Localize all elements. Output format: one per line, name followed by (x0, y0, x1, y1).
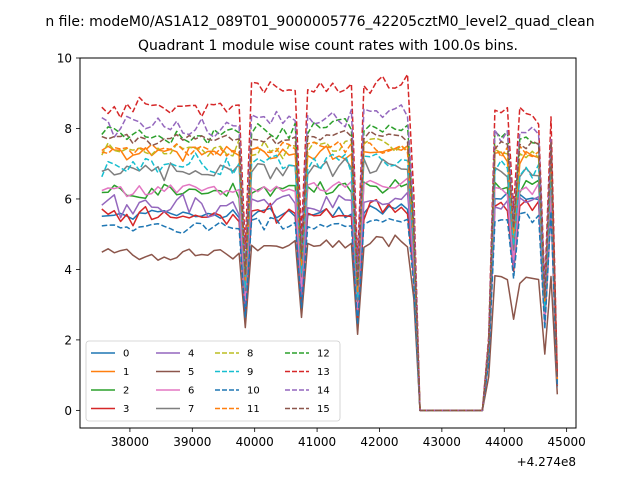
legend-label-5: 5 (188, 367, 194, 378)
y-axis: 0 2 4 6 8 10 (57, 52, 80, 418)
axes-frame (79, 57, 577, 429)
legend-label-1: 1 (123, 367, 129, 378)
legend-label-2: 2 (123, 386, 129, 397)
legend-label-11: 11 (247, 404, 260, 415)
series-15-line (101, 129, 559, 412)
y-tick-label: 4 (64, 263, 72, 277)
legend-label-7: 7 (188, 404, 194, 415)
x-tick-label: 41000 (298, 435, 336, 449)
y-tick-label: 10 (57, 52, 72, 66)
series-9-line (101, 152, 559, 412)
legend-label-10: 10 (247, 386, 260, 397)
legend-label-9: 9 (247, 367, 253, 378)
legend-label-15: 15 (317, 404, 330, 415)
legend-label-8: 8 (247, 349, 253, 360)
legend-label-0: 0 (123, 349, 129, 360)
x-tick-label: 42000 (360, 435, 398, 449)
y-tick-label: 6 (64, 192, 72, 206)
x-tick-label: 38000 (111, 435, 149, 449)
x-tick-label: 40000 (236, 435, 274, 449)
x-tick-label: 39000 (173, 435, 211, 449)
suptitle: n file: modeM0/AS1A12_089T01_9000005776_… (45, 14, 594, 30)
x-axis: 38000 39000 40000 41000 42000 43000 44000 45000 (111, 428, 586, 449)
y-tick-label: 8 (64, 122, 72, 136)
y-tick-label: 2 (64, 333, 72, 347)
legend-label-13: 13 (317, 367, 330, 378)
legend-label-3: 3 (123, 404, 129, 415)
legend-label-14: 14 (317, 386, 330, 397)
legend-label-6: 6 (188, 386, 194, 397)
x-tick-label: 45000 (548, 435, 586, 449)
series-14-line (101, 104, 559, 412)
plot-area (101, 73, 559, 412)
x-tick-label: 43000 (423, 435, 461, 449)
legend-label-4: 4 (188, 349, 194, 360)
x-offset-label: +4.274e8 (517, 455, 576, 469)
x-tick-label: 44000 (485, 435, 523, 449)
legend-frame (85, 340, 341, 422)
y-tick-label: 0 (64, 404, 72, 418)
chart-title: Quadrant 1 module wise count rates with … (138, 38, 518, 54)
legend-label-12: 12 (317, 349, 330, 360)
